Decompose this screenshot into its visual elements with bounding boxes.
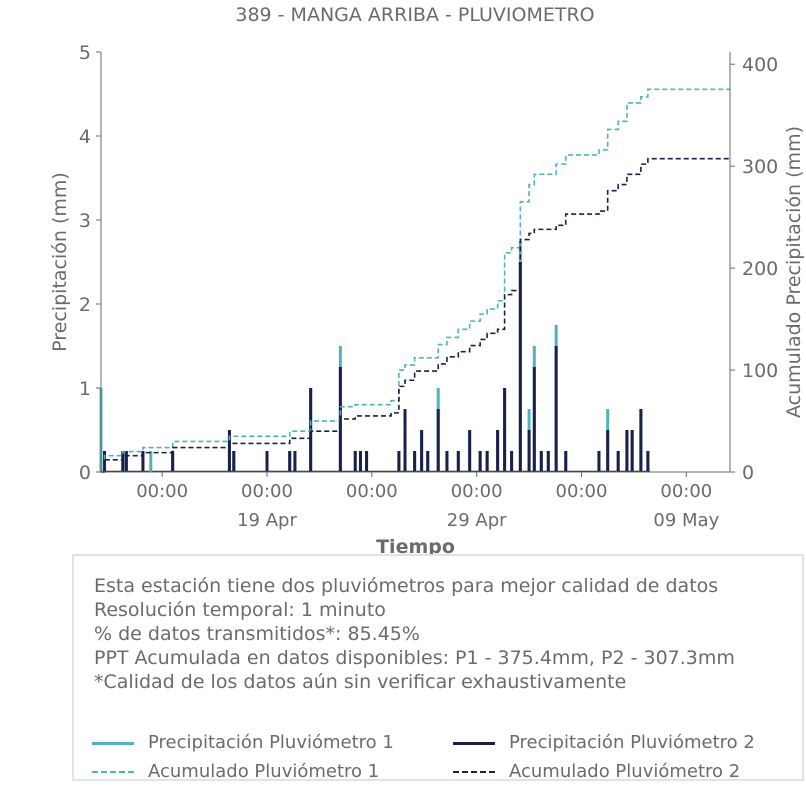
info-box: Esta estación tiene dos pluviómetros par… bbox=[72, 554, 804, 782]
rainfall-chart: 389 - MANGA ARRIBA - PLUVIOMETRO 0 1 2 3 4 5 0… bbox=[49, 4, 805, 558]
x-tick-date-label: 19 Apr bbox=[237, 510, 297, 531]
y2-axis-title: Acumulado Precipitación (mm) bbox=[783, 126, 805, 418]
x-tick-label: 00:00 bbox=[451, 481, 503, 502]
x-tick-date-label: 29 Apr bbox=[447, 510, 507, 531]
y-tick-label: 5 bbox=[79, 42, 91, 64]
x-tick-label: 00:00 bbox=[241, 481, 293, 502]
y-tick-label: 2 bbox=[79, 294, 91, 316]
x-tick-label: 00:00 bbox=[346, 481, 398, 502]
x-tick-date-label: 09 May bbox=[653, 510, 719, 531]
y-tick-label: 0 bbox=[79, 462, 91, 484]
y-tick-label: 4 bbox=[79, 126, 91, 148]
cumulative-line-p1 bbox=[101, 88, 730, 473]
x-tick-label: 00:00 bbox=[660, 481, 712, 502]
info-line: Esta estación tiene dos pluviómetros par… bbox=[94, 575, 719, 597]
y2-tick-label: 100 bbox=[742, 360, 778, 382]
legend-label: Precipitación Pluviómetro 2 bbox=[509, 732, 755, 753]
legend-swatch bbox=[453, 771, 495, 773]
legend-label: Acumulado Pluviómetro 2 bbox=[509, 761, 741, 782]
legend-swatch bbox=[92, 771, 134, 773]
x-axis-title: Tiempo bbox=[376, 536, 455, 558]
y-axis-title: Precipitación (mm) bbox=[49, 172, 71, 352]
info-line: *Calidad de los datos aún sin verificar … bbox=[94, 671, 627, 693]
chart-title: 389 - MANGA ARRIBA - PLUVIOMETRO bbox=[235, 4, 594, 26]
legend-swatch bbox=[453, 742, 495, 745]
legend-swatch bbox=[92, 742, 134, 745]
y-tick-label: 3 bbox=[79, 210, 91, 232]
x-tick-label: 00:00 bbox=[136, 481, 188, 502]
y2-tick-label: 300 bbox=[742, 156, 778, 178]
y2-tick-label: 200 bbox=[742, 258, 778, 280]
y2-tick-label: 0 bbox=[742, 462, 754, 484]
info-text: Esta estación tiene dos pluviómetros par… bbox=[94, 574, 735, 694]
x-tick-label: 00:00 bbox=[556, 481, 608, 502]
info-line: % de datos transmitidos*: 85.45% bbox=[94, 623, 420, 645]
y-tick-label: 1 bbox=[79, 378, 91, 400]
legend-label: Acumulado Pluviómetro 1 bbox=[148, 761, 380, 782]
y2-tick-label: 400 bbox=[742, 54, 778, 76]
cumulative-line-p2 bbox=[101, 157, 730, 473]
info-line: Resolución temporal: 1 minuto bbox=[94, 599, 386, 621]
info-line: PPT Acumulada en datos disponibles: P1 -… bbox=[94, 647, 735, 669]
legend-label: Precipitación Pluviómetro 1 bbox=[148, 732, 394, 753]
